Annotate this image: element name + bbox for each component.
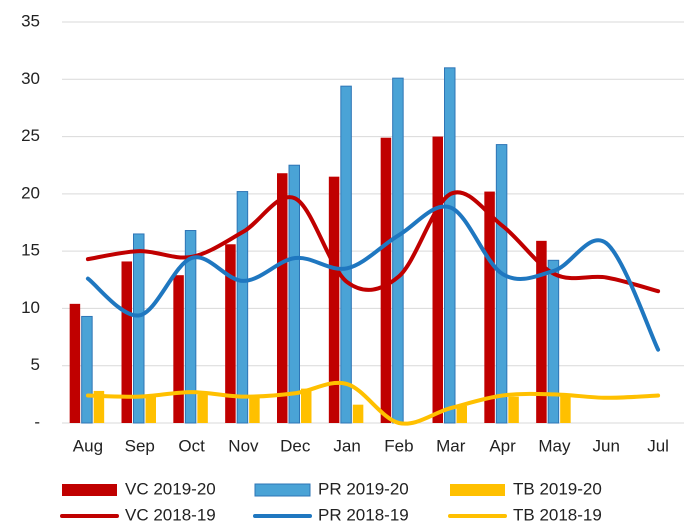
y-tick-label: 25 [21, 126, 40, 145]
bar [288, 164, 300, 424]
x-tick-label: Sep [125, 436, 155, 455]
x-tick-label: Jul [647, 436, 669, 455]
bar [560, 395, 571, 423]
line [85, 204, 661, 352]
y-tick-label: - [34, 412, 40, 431]
bar [277, 173, 288, 423]
bar [133, 233, 145, 424]
y-tick-label: 5 [31, 355, 40, 374]
x-tick-label: Jun [593, 436, 620, 455]
legend-swatch [450, 484, 505, 496]
bar [456, 405, 467, 423]
bar [536, 240, 547, 423]
bar [444, 67, 456, 424]
bar [340, 85, 352, 424]
bar [547, 259, 560, 424]
x-tick-label: Apr [489, 436, 516, 455]
x-tick-label: Dec [280, 436, 311, 455]
legend-label: TB 2018-19 [513, 505, 602, 524]
x-tick-label: Nov [228, 436, 259, 455]
legend-label: VC 2018-19 [125, 505, 216, 524]
y-tick-label: 35 [21, 11, 40, 30]
legend-label: TB 2019-20 [513, 479, 602, 498]
x-tick-label: Oct [178, 436, 205, 455]
bar [69, 303, 81, 423]
bar [145, 396, 156, 423]
line [85, 380, 661, 426]
bar [352, 404, 364, 423]
bar [173, 275, 184, 423]
legend-swatch [254, 483, 311, 497]
bar [225, 244, 236, 423]
x-tick-label: Aug [73, 436, 103, 455]
legend-label: VC 2019-20 [125, 479, 216, 498]
x-tick-label: Mar [436, 436, 466, 455]
x-tick-label: Feb [384, 436, 413, 455]
y-tick-label: 30 [21, 69, 40, 88]
legend-label: PR 2019-20 [318, 479, 409, 498]
bar [93, 390, 105, 423]
bar [249, 396, 260, 423]
y-tick-label: 15 [21, 241, 40, 260]
y-tick-label: 10 [21, 298, 40, 317]
bar [380, 137, 392, 423]
bar [328, 176, 340, 423]
bar [121, 261, 132, 423]
bar [301, 388, 312, 423]
bar [495, 144, 508, 424]
legend-swatch [62, 484, 117, 496]
bar [484, 191, 495, 423]
bar [392, 77, 404, 424]
bar [236, 191, 249, 424]
bar [508, 396, 519, 423]
x-tick-label: May [538, 436, 571, 455]
bar [184, 230, 197, 424]
x-tick-label: Jan [333, 436, 360, 455]
bar [81, 315, 93, 424]
bar [197, 394, 208, 423]
y-tick-label: 20 [21, 183, 40, 202]
bar [432, 136, 443, 424]
legend-label: PR 2018-19 [318, 505, 409, 524]
